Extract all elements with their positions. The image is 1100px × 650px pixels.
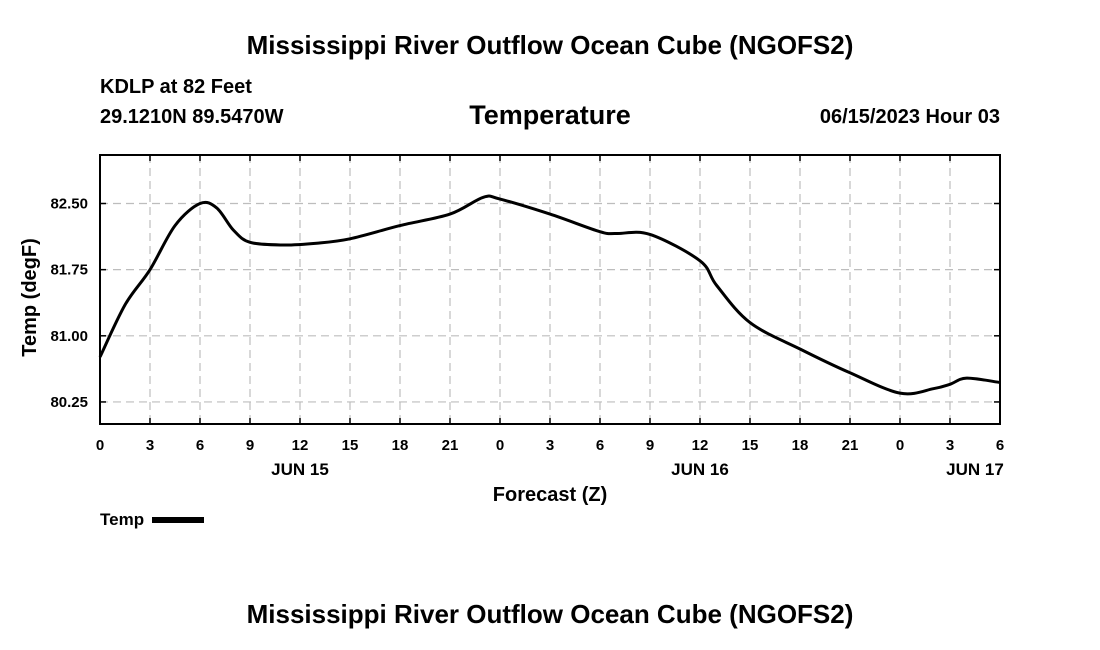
y-tick-label: 81.75: [50, 262, 88, 279]
x-tick-label: 21: [842, 437, 859, 454]
x-tick-label: 6: [996, 437, 1004, 454]
x-tick-label: 0: [896, 437, 904, 454]
x-tick-label: 3: [146, 437, 154, 454]
x-tick-label: 3: [946, 437, 954, 454]
x-axis-title: Forecast (Z): [493, 484, 607, 506]
x-tick-label: 21: [442, 437, 459, 454]
x-tick-label: 6: [196, 437, 204, 454]
x-tick-label: 18: [792, 437, 809, 454]
date-label: JUN 17: [946, 460, 1004, 479]
series-layer: [98, 194, 1001, 396]
station-label: KDLP at 82 Feet: [100, 76, 252, 98]
forecast-datetime: 06/15/2023 Hour 03: [819, 106, 1000, 128]
x-tick-label: 6: [596, 437, 604, 454]
coordinates-label: 29.1210N 89.5470W: [100, 106, 284, 128]
x-tick-label: 12: [292, 437, 309, 454]
x-tick-label: 9: [646, 437, 654, 454]
date-label: JUN 16: [671, 460, 729, 479]
legend-label-temp: Temp: [100, 510, 145, 529]
axis-labels: 0 3 6 9 12 15 18 21 0 3 6 9 12 15 18 21 0 3 6 80.25 81.00 81.…: [19, 196, 1004, 506]
y-tick-label: 80.25: [50, 394, 88, 411]
grid: [100, 155, 1000, 424]
x-tick-label: 3: [546, 437, 554, 454]
x-tick-label: 15: [342, 437, 359, 454]
axis-ticks: [99, 155, 1001, 424]
x-tick-label: 15: [742, 437, 759, 454]
series-line-temp: [98, 194, 1001, 396]
x-tick-label: 12: [692, 437, 709, 454]
chart-subtitle: Temperature: [469, 100, 631, 130]
footer-title: Mississippi River Outflow Ocean Cube (NG…: [246, 599, 854, 629]
y-tick-label: 81.00: [50, 328, 88, 345]
date-label: JUN 15: [271, 460, 329, 479]
x-tick-label: 18: [392, 437, 409, 454]
y-tick-label: 82.50: [50, 196, 88, 213]
legend: Temp: [100, 510, 205, 530]
legend-swatch-temp: [152, 517, 205, 523]
x-tick-label: 9: [246, 437, 254, 454]
x-tick-label: 0: [496, 437, 504, 454]
x-tick-label: 0: [96, 437, 104, 454]
chart-title: Mississippi River Outflow Ocean Cube (NG…: [246, 30, 854, 60]
y-axis-title: Temp (degF): [19, 238, 41, 357]
